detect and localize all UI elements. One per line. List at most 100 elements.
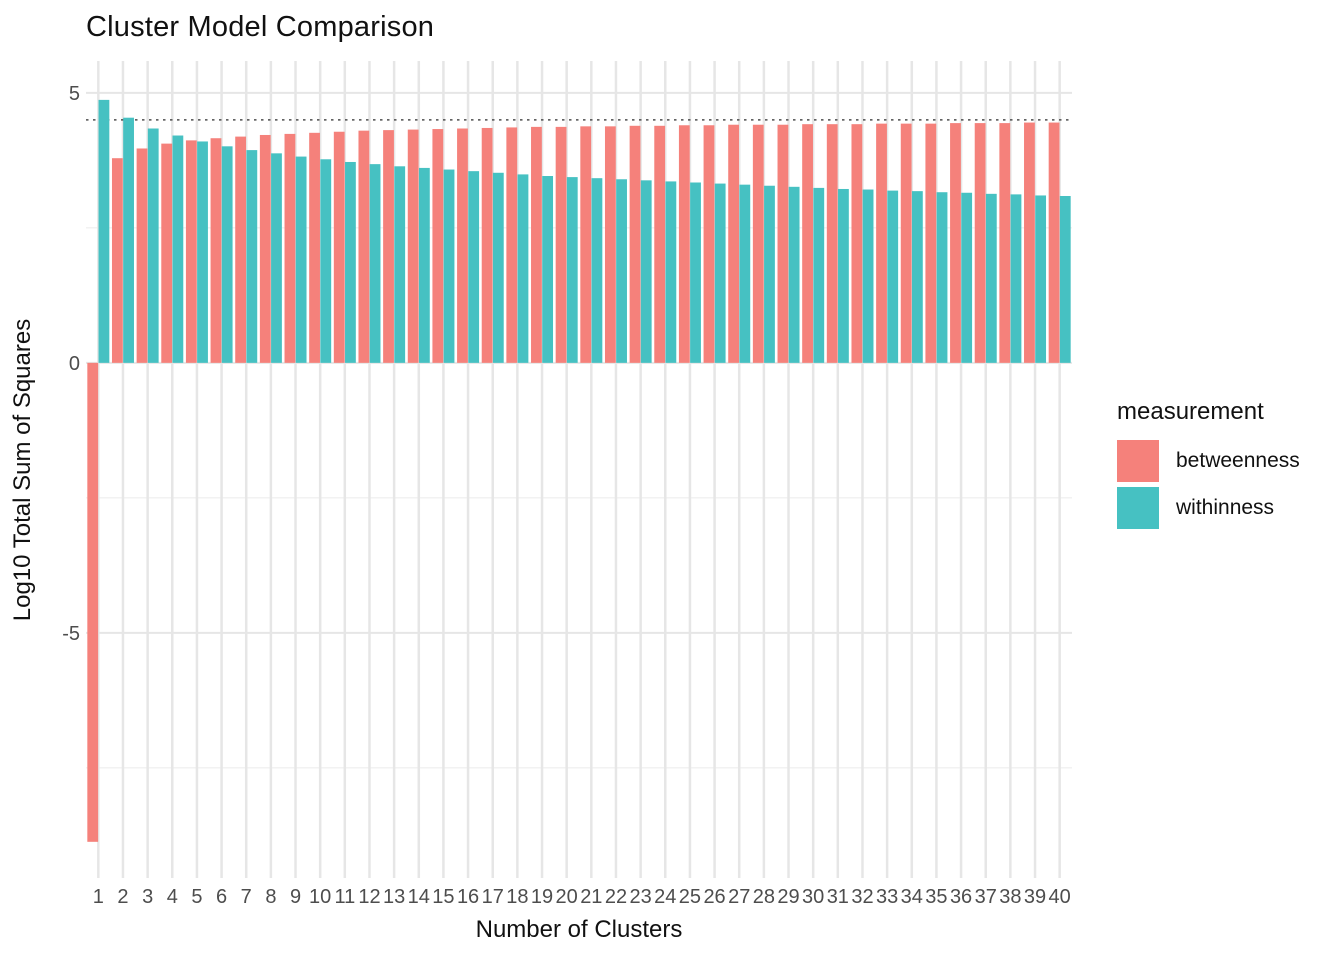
bar-betweenness <box>185 140 197 363</box>
legend-label-withinness: withinness <box>1176 496 1275 519</box>
bar-betweenness <box>900 123 912 363</box>
bar-withinness <box>147 128 159 363</box>
legend: measurement betweenness withinness <box>1117 398 1300 534</box>
x-tick-label: 13 <box>383 886 405 908</box>
bar-withinness <box>764 185 775 363</box>
x-tick-label: 28 <box>753 886 775 908</box>
bar-withinness <box>591 178 603 363</box>
x-tick-label: 31 <box>827 886 849 908</box>
x-tick-label: 33 <box>876 886 898 908</box>
bar-withinness <box>838 188 849 363</box>
y-tick-label: 5 <box>69 83 80 105</box>
chart-title: Cluster Model Comparison <box>86 11 435 43</box>
bar-withinness <box>443 169 455 363</box>
bar-withinness <box>936 192 948 363</box>
y-tick-label: 0 <box>69 353 80 375</box>
bar-betweenness <box>851 124 863 363</box>
bar-betweenness <box>136 148 148 363</box>
bar-betweenness <box>950 123 961 363</box>
bar-betweenness <box>284 133 296 363</box>
bar-betweenness <box>358 130 370 363</box>
x-tick-label: 26 <box>703 886 725 908</box>
bar-betweenness <box>678 125 690 363</box>
x-tick-label: 8 <box>265 886 276 908</box>
bar-withinness <box>98 99 110 363</box>
x-tick-label: 27 <box>728 886 750 908</box>
x-tick-labels: 1 2 3 4 5 6 7 8 9 10 11 12 13 14 15 16 17 18 19 20 21 22 23 24 2… <box>93 886 1071 908</box>
bar-betweenness <box>309 132 320 363</box>
x-tick-label: 17 <box>482 886 504 908</box>
x-tick-label: 37 <box>975 886 997 908</box>
x-tick-label: 4 <box>167 886 178 908</box>
bar-betweenness <box>506 127 518 363</box>
x-tick-label: 20 <box>556 886 578 908</box>
bar-betweenness <box>777 124 789 363</box>
x-tick-label: 7 <box>241 886 252 908</box>
x-tick-label: 39 <box>1024 886 1046 908</box>
bar-betweenness <box>752 124 764 363</box>
bar-withinness <box>197 141 208 363</box>
x-tick-label: 3 <box>142 886 153 908</box>
bar-withinness <box>320 159 332 363</box>
bar-withinness <box>616 179 627 363</box>
bar-withinness <box>123 117 134 363</box>
x-tick-label: 25 <box>679 886 701 908</box>
x-tick-label: 21 <box>580 886 602 908</box>
x-tick-label: 29 <box>777 886 799 908</box>
bar-withinness <box>246 150 258 363</box>
bar-betweenness <box>235 136 247 363</box>
bars-betweenness <box>87 122 1060 842</box>
bar-betweenness <box>654 125 666 363</box>
x-tick-label: 40 <box>1049 886 1071 908</box>
x-axis-title: Number of Clusters <box>476 916 683 943</box>
bar-betweenness <box>555 126 567 363</box>
bar-withinness <box>961 192 973 363</box>
bar-withinness <box>271 153 282 363</box>
bar-withinness <box>690 182 701 363</box>
bar-betweenness <box>1024 122 1035 363</box>
x-tick-label: 2 <box>117 886 128 908</box>
y-axis-title: Log10 Total Sum of Squares <box>9 319 36 621</box>
bar-withinness <box>221 146 233 363</box>
bar-withinness <box>566 177 578 363</box>
bar-withinness <box>1059 195 1071 363</box>
x-tick-label: 12 <box>358 886 380 908</box>
legend-label-betweenness: betweenness <box>1176 449 1300 472</box>
bar-withinness <box>295 156 307 363</box>
x-tick-label: 32 <box>851 886 873 908</box>
bar-withinness <box>542 176 554 363</box>
x-tick-label: 15 <box>432 886 454 908</box>
x-tick-label: 16 <box>457 886 479 908</box>
bar-betweenness <box>481 127 493 363</box>
bar-withinness <box>887 190 899 363</box>
bar-betweenness <box>974 123 986 363</box>
x-tick-label: 34 <box>901 886 923 908</box>
bar-betweenness <box>407 129 419 363</box>
x-tick-label: 9 <box>290 886 301 908</box>
x-tick-label: 14 <box>408 886 430 908</box>
bar-betweenness <box>604 126 616 363</box>
bar-betweenness <box>161 143 173 363</box>
bar-betweenness <box>802 124 813 363</box>
bar-betweenness <box>531 126 542 363</box>
x-tick-label: 22 <box>605 886 627 908</box>
bar-betweenness <box>210 138 222 363</box>
y-tick-labels: 5 0 -5 <box>62 83 80 645</box>
x-tick-label: 19 <box>531 886 553 908</box>
bar-withinness <box>985 193 997 363</box>
x-tick-label: 30 <box>802 886 824 908</box>
gridlines-major <box>86 61 1072 878</box>
bar-withinness <box>345 161 356 363</box>
bar-withinness <box>813 187 825 363</box>
x-tick-label: 38 <box>999 886 1021 908</box>
bar-betweenness <box>999 123 1011 363</box>
bar-withinness <box>369 164 381 363</box>
bar-withinness <box>517 174 529 363</box>
x-tick-label: 5 <box>191 886 202 908</box>
bar-withinness <box>1010 194 1022 363</box>
legend-item-betweenness: betweenness <box>1117 440 1300 482</box>
x-tick-label: 11 <box>334 886 355 908</box>
x-tick-label: 6 <box>216 886 227 908</box>
x-tick-label: 24 <box>654 886 676 908</box>
